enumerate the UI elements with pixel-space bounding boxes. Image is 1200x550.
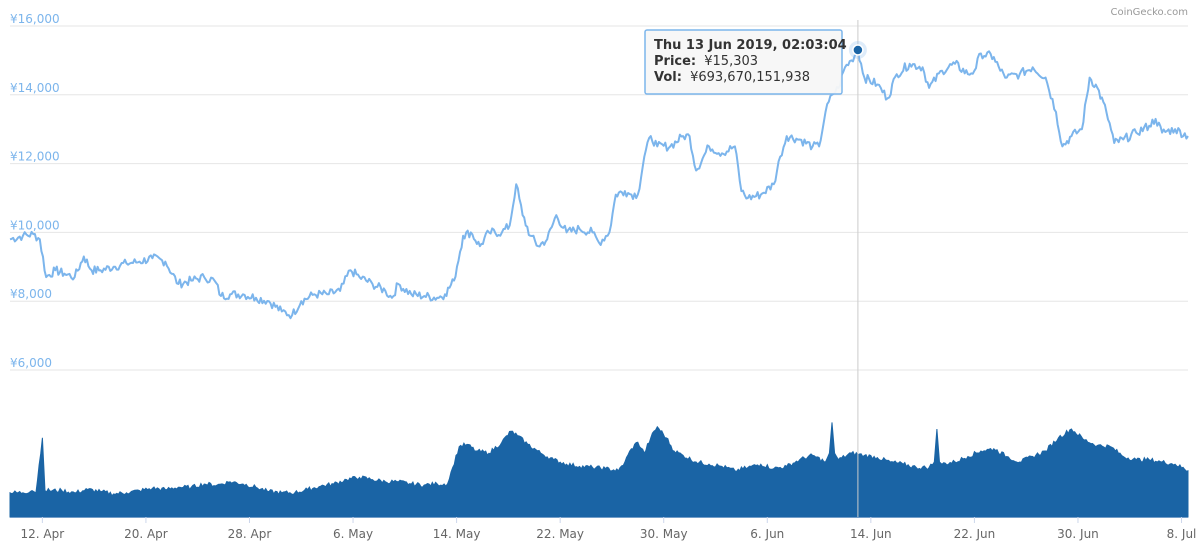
x-tick-label: 12. Apr <box>21 527 65 541</box>
y-tick-label: ¥6,000 <box>10 356 52 370</box>
volume-series <box>9 422 1189 518</box>
credit-link[interactable]: CoinGecko.com <box>1110 7 1188 18</box>
price-series <box>9 49 1189 320</box>
y-tick-label: ¥10,000 <box>10 218 60 232</box>
tooltip-vol-value: ¥693,670,151,938 <box>690 70 810 85</box>
tooltip-date: Thu 13 Jun 2019, 02:03:04 <box>654 38 847 53</box>
price-line <box>9 49 1189 320</box>
y-tick-label: ¥14,000 <box>10 81 60 95</box>
tooltip-price-value: ¥15,303 <box>704 54 758 69</box>
tooltip-price-label: Price: <box>654 54 696 69</box>
hover-point[interactable] <box>852 44 864 56</box>
volume-area <box>9 422 1189 518</box>
y-axis-ticks: ¥16,000 ¥14,000 ¥12,000 ¥10,000 ¥8,000 ¥6,000 <box>10 12 60 370</box>
x-tick-label: 28. Apr <box>228 527 272 541</box>
tooltip-vol-label: Vol: <box>654 70 682 85</box>
x-tick-label: 14. May <box>433 527 481 541</box>
x-tick-label: 8. Jul <box>1167 527 1197 541</box>
x-tick-label: 22. May <box>536 527 584 541</box>
y-tick-label: ¥8,000 <box>10 287 52 301</box>
x-tick-label: 22. Jun <box>954 527 996 541</box>
x-tick-label: 6. May <box>333 527 373 541</box>
y-tick-label: ¥16,000 <box>10 12 60 26</box>
x-axis-ticks: 12. Apr 20. Apr 28. Apr 6. May 14. May 22. Ma… <box>21 517 1197 541</box>
tooltip: Thu 13 Jun 2019, 02:03:04 Price: ¥15,303… <box>644 29 847 95</box>
x-tick-label: 6. Jun <box>750 527 784 541</box>
tooltip-price-line: Price: ¥15,303 <box>654 54 758 69</box>
x-tick-label: 30. May <box>640 527 688 541</box>
x-tick-label: 14. Jun <box>850 527 892 541</box>
x-tick-label: 20. Apr <box>124 527 168 541</box>
grid-lines <box>10 25 1188 518</box>
y-tick-label: ¥12,000 <box>10 150 60 164</box>
x-tick-label: 30. Jun <box>1057 527 1099 541</box>
tooltip-box <box>644 29 843 95</box>
tooltip-vol-line: Vol: ¥693,670,151,938 <box>654 70 810 85</box>
